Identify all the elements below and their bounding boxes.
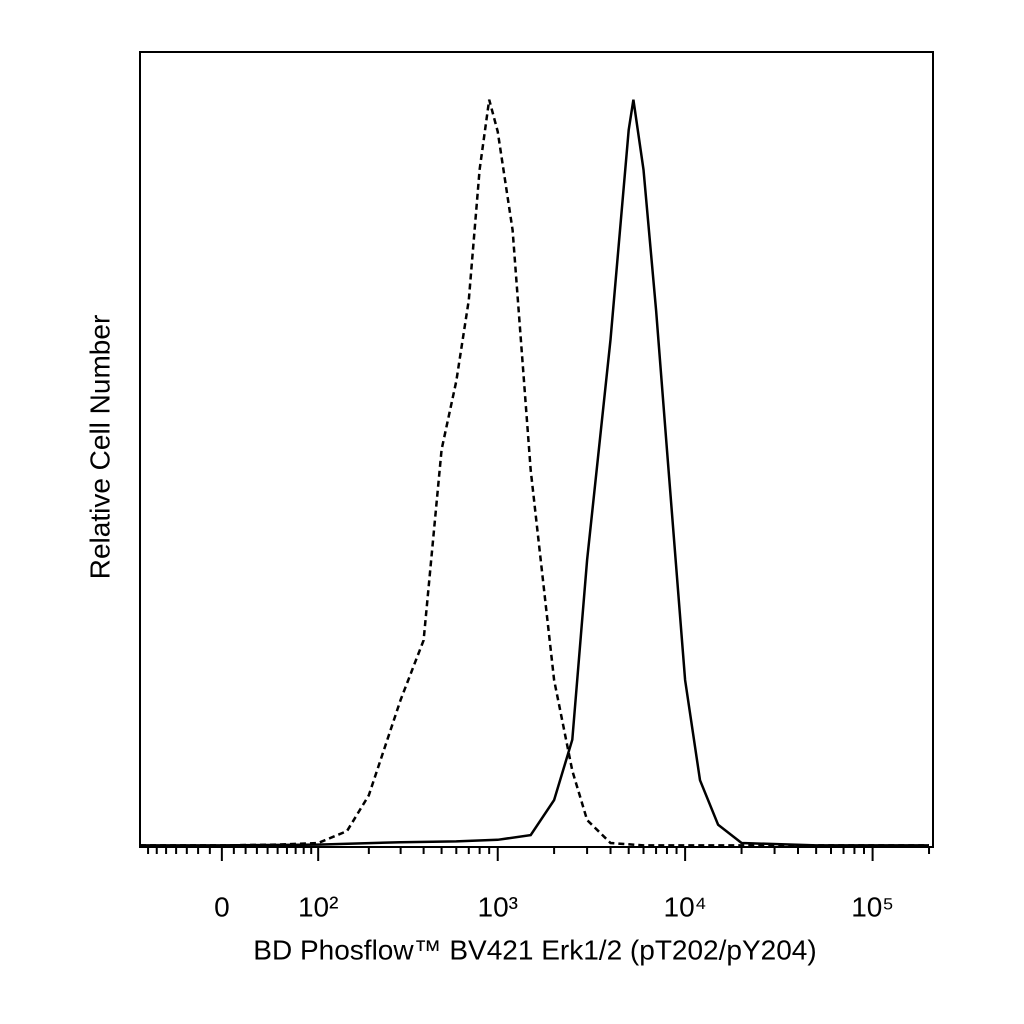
x-tick-label: 0 [214, 891, 230, 922]
x-tick-label: 10² [298, 891, 338, 922]
x-tick-label: 10⁴ [664, 891, 707, 922]
x-axis-label: BD Phosflow™ BV421 Erk1/2 (pT202/pY204) [253, 934, 816, 965]
x-tick-label: 10⁵ [851, 891, 894, 922]
histogram-line [140, 99, 929, 847]
x-tick-label: 10³ [478, 891, 518, 922]
y-axis-label: Relative Cell Number [84, 315, 115, 580]
histogram-line [140, 99, 929, 847]
plot-frame [139, 51, 934, 848]
